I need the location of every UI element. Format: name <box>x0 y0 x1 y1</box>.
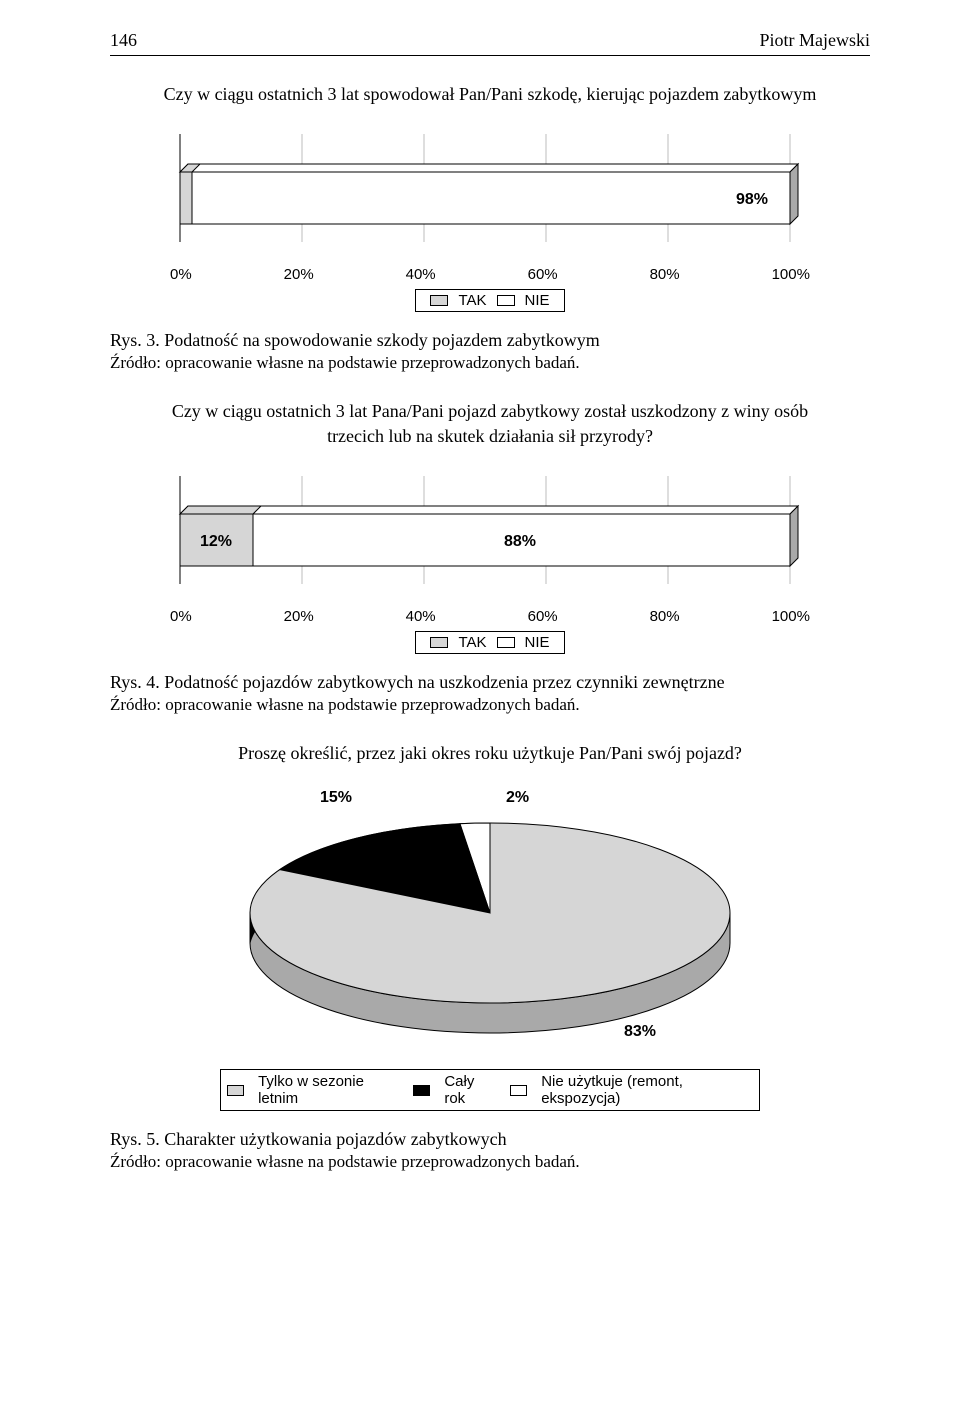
axis-tick: 100% <box>772 266 810 283</box>
fig3-bar-svg: 98% <box>170 124 810 264</box>
fig4-value-tak: 12% <box>200 533 232 550</box>
fig4-legend: TAK NIE <box>415 631 565 654</box>
legend-label-tak: TAK <box>458 292 486 309</box>
legend-swatch-1 <box>227 1085 244 1096</box>
fig4-bar-svg: 12% 88% <box>170 466 810 606</box>
fig5-legend: Tylko w sezonie letnim Cały rok Nie użyt… <box>220 1069 760 1111</box>
legend-label-3: Nie użytkuje (remont, ekspozycja) <box>541 1073 753 1107</box>
fig5-label-83: 83% <box>624 1023 656 1041</box>
header-rule <box>110 55 870 56</box>
axis-tick: 40% <box>406 608 436 625</box>
axis-tick: 80% <box>650 266 680 283</box>
fig5-question: Proszę określić, przez jaki okres roku u… <box>150 741 830 765</box>
legend-label-nie: NIE <box>525 634 550 651</box>
legend-swatch-tak <box>430 637 448 648</box>
axis-tick: 40% <box>406 266 436 283</box>
axis-tick: 100% <box>772 608 810 625</box>
fig4-question: Czy w ciągu ostatnich 3 lat Pana/Pani po… <box>150 399 830 448</box>
legend-label-2: Cały rok <box>444 1073 496 1107</box>
legend-swatch-3 <box>510 1085 527 1096</box>
fig4-caption: Rys. 4. Podatność pojazdów zabytkowych n… <box>110 672 870 693</box>
fig4-axis: 0% 20% 40% 60% 80% 100% <box>170 608 810 625</box>
fig5-pie-svg <box>170 783 810 1063</box>
fig3-caption: Rys. 3. Podatność na spowodowanie szkody… <box>110 330 870 351</box>
legend-swatch-2 <box>413 1085 430 1096</box>
axis-tick: 80% <box>650 608 680 625</box>
page-number: 146 <box>110 30 137 51</box>
fig3-question: Czy w ciągu ostatnich 3 lat spowodował P… <box>150 82 830 106</box>
fig5-source: Źródło: opracowanie własne na podstawie … <box>110 1152 870 1172</box>
legend-label-tak: TAK <box>458 634 486 651</box>
fig5-caption: Rys. 5. Charakter użytkowania pojazdów z… <box>110 1129 870 1150</box>
fig4-source: Źródło: opracowanie własne na podstawie … <box>110 695 870 715</box>
fig5-label-2: 2% <box>506 789 529 807</box>
fig4-chart: 12% 88% 0% 20% 40% 60% 80% 100% TAK NIE <box>170 466 810 654</box>
axis-tick: 60% <box>528 608 558 625</box>
legend-swatch-tak <box>430 295 448 306</box>
page: 146 Piotr Majewski Czy w ciągu ostatnich… <box>0 0 960 1212</box>
axis-tick: 60% <box>528 266 558 283</box>
fig4-value-nie: 88% <box>504 533 536 550</box>
legend-swatch-nie <box>497 637 515 648</box>
legend-swatch-nie <box>497 295 515 306</box>
fig3-source: Źródło: opracowanie własne na podstawie … <box>110 353 870 373</box>
fig5-label-15: 15% <box>320 789 352 807</box>
fig3-axis: 0% 20% 40% 60% 80% 100% <box>170 266 810 283</box>
fig3-chart: 98% 0% 20% 40% 60% 80% 100% TAK NIE <box>170 124 810 312</box>
fig3-legend: TAK NIE <box>415 289 565 312</box>
page-header: 146 Piotr Majewski <box>110 30 870 51</box>
page-author: Piotr Majewski <box>760 30 871 51</box>
legend-label-nie: NIE <box>525 292 550 309</box>
axis-tick: 20% <box>284 266 314 283</box>
fig3-value-label: 98% <box>736 191 768 208</box>
axis-tick: 0% <box>170 266 192 283</box>
axis-tick: 0% <box>170 608 192 625</box>
fig5-chart: 15% 2% 83% <box>170 783 810 1063</box>
axis-tick: 20% <box>284 608 314 625</box>
legend-label-1: Tylko w sezonie letnim <box>258 1073 399 1107</box>
